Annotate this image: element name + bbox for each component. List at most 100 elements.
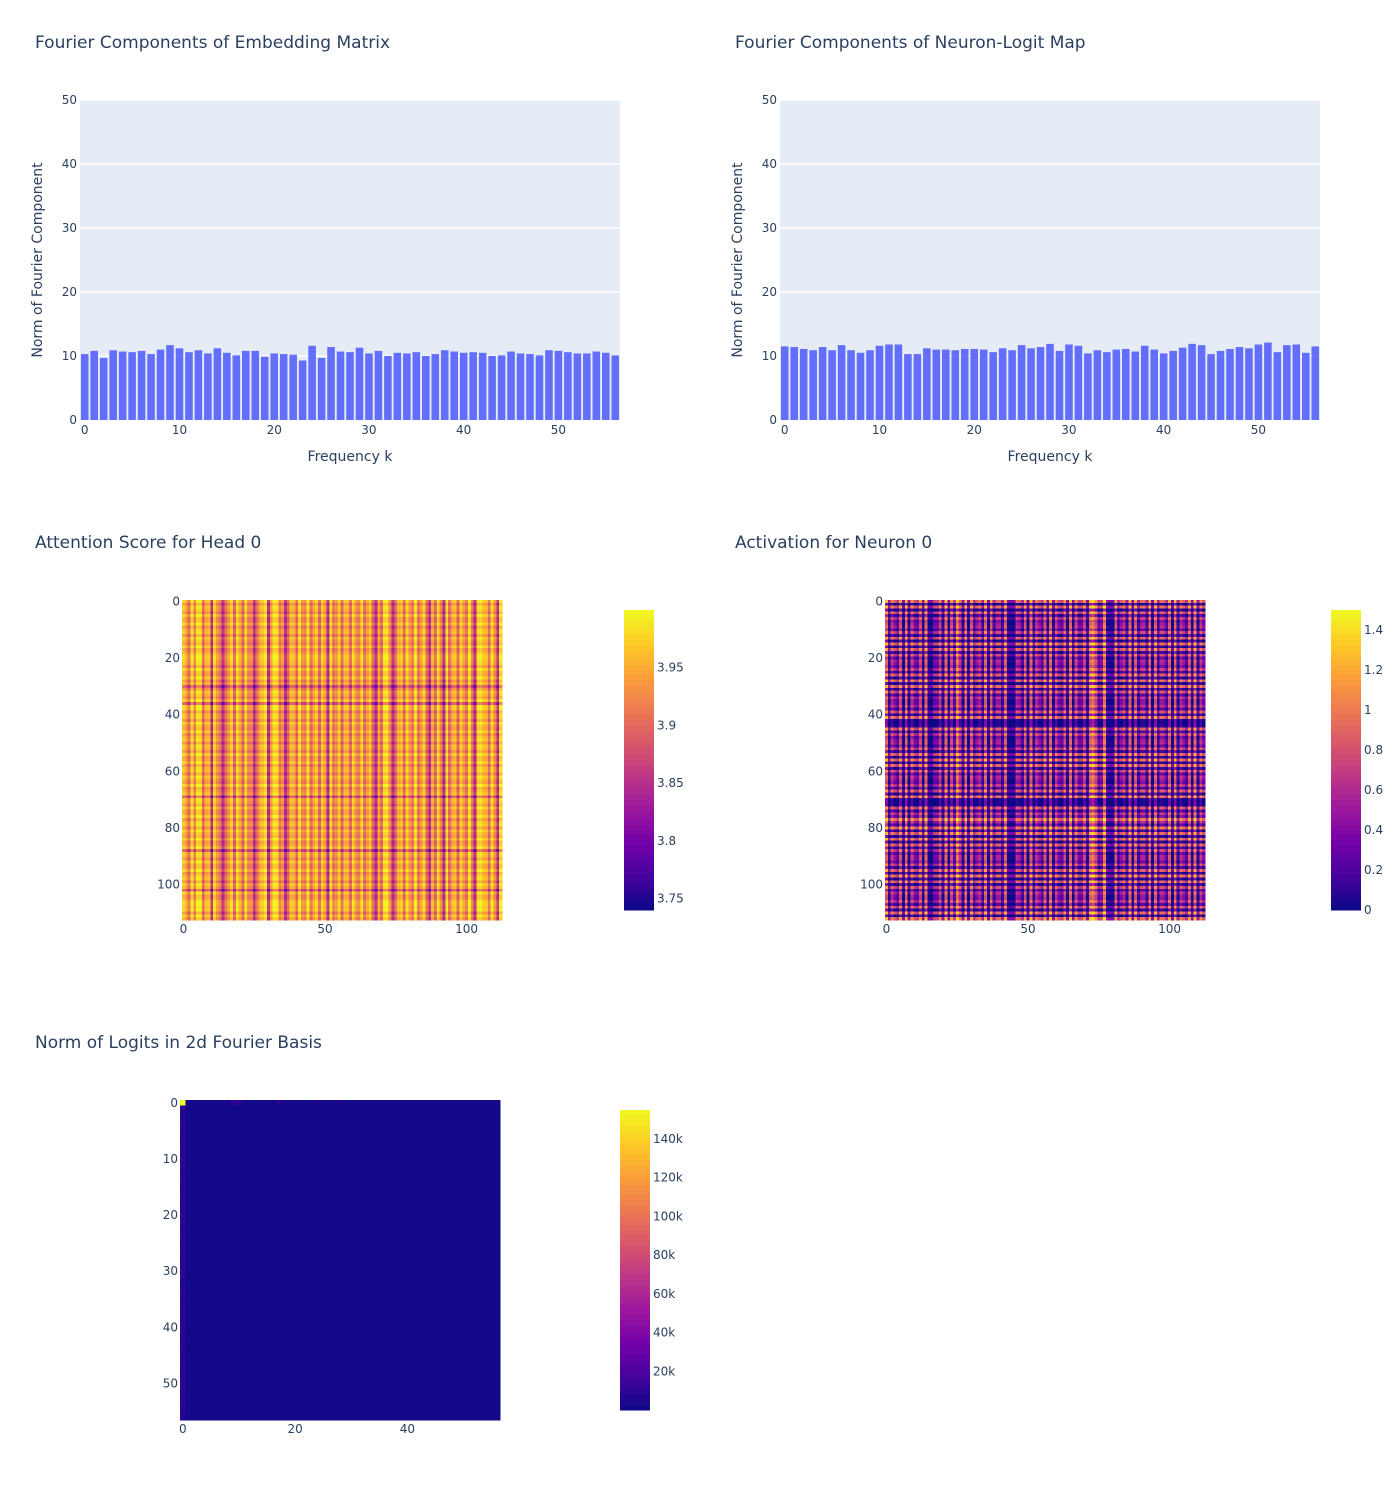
heatmap-cell (232, 602, 237, 606)
heatmap-cell (442, 659, 446, 663)
bar (923, 348, 931, 420)
heatmap-cell (210, 704, 214, 708)
heatmap-cell (309, 665, 313, 669)
heatmap-cell (255, 682, 259, 686)
heatmap-cell (278, 699, 282, 703)
heatmap-cell (190, 645, 194, 649)
heatmap-cell (201, 679, 205, 683)
heatmap-cell (193, 662, 197, 666)
heatmap-cell (422, 662, 426, 666)
heatmap-cell (411, 633, 415, 638)
heatmap-cell (496, 631, 500, 635)
heatmap-cell (346, 704, 350, 708)
heatmap-cell (459, 670, 463, 674)
heatmap-cell (266, 636, 271, 640)
heatmap-cell (317, 682, 322, 686)
heatmap-cell (300, 713, 305, 717)
heatmap-cell (351, 676, 356, 680)
heatmap-cell (230, 616, 234, 621)
heatmap-cell (292, 611, 296, 615)
heatmap-cell (198, 673, 203, 677)
heatmap-cell (354, 602, 358, 606)
heatmap-cell (235, 605, 239, 609)
heatmap-cell (479, 633, 483, 638)
heatmap-cell (249, 602, 254, 606)
heatmap-cell (298, 718, 302, 723)
heatmap-cell (402, 687, 407, 691)
heatmap-cell (213, 625, 217, 629)
heatmap-cell (337, 670, 341, 674)
heatmap-cell (343, 676, 347, 680)
heatmap-cell (380, 701, 384, 706)
heatmap-cell (377, 619, 381, 623)
heatmap-cell (309, 636, 313, 640)
heatmap-cell (332, 605, 336, 609)
x-tick-label: 30 (361, 423, 376, 437)
heatmap-cell (235, 636, 239, 640)
heatmap-cell (184, 696, 188, 700)
heatmap-cell (196, 687, 200, 691)
heatmap-cell (485, 648, 489, 652)
heatmap-cell (320, 619, 324, 623)
heatmap-cell (303, 611, 307, 615)
heatmap-cell (326, 608, 330, 612)
heatmap-cell (295, 699, 299, 703)
heatmap-cell (485, 656, 489, 660)
heatmap-cell (366, 696, 370, 700)
heatmap-cell (241, 614, 245, 618)
heatmap-cell (453, 636, 457, 640)
heatmap-cell (286, 690, 290, 694)
heatmap-cell (306, 659, 310, 663)
heatmap-cell (349, 716, 353, 720)
heatmap-cell (487, 713, 491, 717)
heatmap-cell (349, 710, 353, 714)
heatmap-cell (397, 659, 401, 663)
heatmap-cell (232, 605, 237, 609)
heatmap-cell (249, 616, 254, 621)
heatmap-cell (218, 600, 222, 604)
heatmap-cell (374, 662, 378, 666)
heatmap-cell (476, 614, 480, 618)
heatmap-cell (451, 679, 455, 683)
heatmap-cell (479, 667, 483, 672)
heatmap-cell (380, 614, 384, 618)
heatmap-cell (252, 611, 256, 615)
heatmap-cell (207, 639, 211, 643)
heatmap-cell (476, 622, 480, 626)
heatmap-cell (295, 619, 299, 623)
heatmap-cell (377, 701, 381, 706)
heatmap-cell (289, 713, 293, 717)
heatmap-cell (278, 614, 282, 618)
heatmap-cell (388, 684, 392, 689)
heatmap-cell (343, 602, 347, 606)
heatmap-cell (394, 690, 398, 694)
heatmap-cell (337, 648, 341, 652)
heatmap-cell (289, 701, 293, 706)
heatmap-cell (499, 656, 503, 660)
heatmap-cell (275, 636, 279, 640)
heatmap-cell (380, 636, 384, 640)
heatmap-cell (264, 628, 268, 632)
heatmap-cell (482, 687, 486, 691)
heatmap-cell (207, 707, 211, 711)
heatmap-cell (439, 639, 443, 643)
heatmap-cell (414, 704, 418, 708)
heatmap-cell (329, 665, 333, 669)
bar (175, 348, 184, 420)
heatmap-cell (340, 653, 344, 657)
heatmap-cell (326, 693, 330, 697)
heatmap-cell (380, 659, 384, 663)
heatmap-cell (476, 667, 480, 672)
heatmap-cell (357, 602, 361, 606)
heatmap-cell (499, 713, 503, 717)
heatmap-cell (343, 710, 347, 714)
heatmap-cell (315, 645, 319, 649)
heatmap-cell (184, 679, 188, 683)
heatmap-cell (462, 639, 466, 643)
heatmap-cell (286, 631, 290, 635)
heatmap-cell (470, 673, 474, 677)
heatmap-cell (198, 707, 203, 711)
heatmap-cell (238, 665, 242, 669)
heatmap-cell (295, 701, 299, 706)
heatmap-cell (224, 687, 228, 691)
